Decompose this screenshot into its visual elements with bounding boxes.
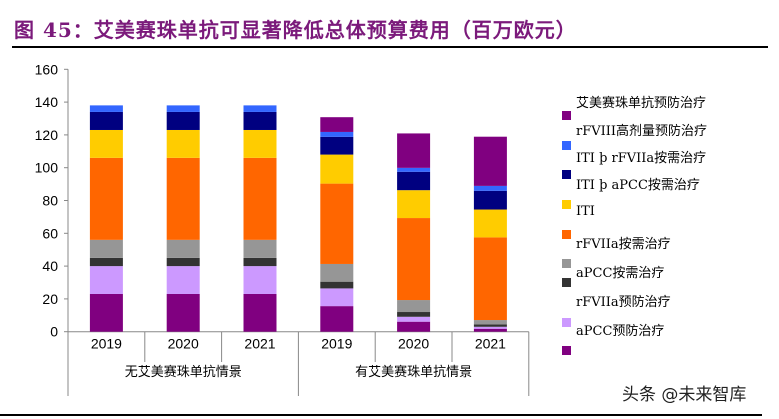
group-label: 无艾美赛珠单抗情景 [125, 364, 242, 380]
bar-segment [243, 293, 277, 332]
legend-label: rFVIIa预防治疗 [576, 295, 671, 310]
bar-segment [89, 257, 123, 267]
bar-segment [243, 239, 277, 258]
legend-label: ITI [576, 204, 595, 219]
x-tick-label: 2020 [398, 336, 429, 352]
bar-segment [320, 183, 354, 264]
legend-swatch [562, 141, 571, 150]
bar-segment [397, 300, 431, 313]
x-tick-label: 2019 [321, 336, 352, 352]
y-tick-label: 100 [35, 160, 59, 176]
y-tick-label: 60 [42, 225, 58, 241]
group-label: 有艾美赛珠单抗情景 [355, 364, 472, 380]
legend-label: aPCC预防治疗 [576, 324, 665, 339]
bar-segment [320, 306, 354, 332]
bar-segment [397, 171, 431, 191]
legend-label: 艾美赛珠单抗预防治疗 [576, 96, 707, 111]
legend-label: rFVIIa按需治疗 [576, 237, 671, 252]
bar-segment [397, 312, 431, 317]
legend-swatch [562, 230, 571, 239]
bar-segment [243, 129, 277, 158]
bar-segment [243, 105, 277, 112]
bar-segment [89, 105, 123, 112]
bar-segment [473, 136, 507, 186]
bottom-divider [0, 414, 762, 416]
bar-segment [166, 111, 200, 130]
y-tick-label: 80 [42, 193, 58, 209]
figure-title: 图 45：艾美赛珠单抗可显著降低总体预算费用（百万欧元） [14, 18, 577, 42]
bar-segment [473, 185, 507, 191]
y-tick-label: 0 [50, 324, 58, 340]
x-tick-label: 2021 [244, 336, 275, 352]
bar-segment [473, 326, 507, 329]
bar-segment [397, 167, 431, 172]
bar-segment [166, 129, 200, 158]
legend-swatch [562, 318, 571, 327]
bar-segment [89, 111, 123, 130]
legend-swatch [562, 259, 571, 268]
bar-segment [473, 324, 507, 327]
x-tick-label: 2021 [475, 336, 506, 352]
legend-label: rFVIII高剂量预防治疗 [576, 124, 708, 139]
bar-segment [166, 105, 200, 112]
bar-segment [473, 320, 507, 325]
bar-segment [473, 190, 507, 210]
bar-segment [473, 237, 507, 321]
bar-segment [320, 288, 354, 307]
bar-segment [243, 157, 277, 240]
y-tick-label: 140 [35, 94, 59, 110]
legend-swatch [562, 170, 571, 179]
legend-swatch [562, 200, 571, 209]
bar-segment [320, 131, 354, 137]
bar-segment [320, 263, 354, 282]
bar-segment [397, 316, 431, 322]
legend-label: ITI þ rFVIIa按需治疗 [576, 151, 707, 166]
bar-segment [320, 154, 354, 184]
title-divider [12, 46, 768, 48]
bar-segment [89, 129, 123, 158]
bar-segment [166, 293, 200, 332]
bar-segment [89, 293, 123, 332]
bar-segment [320, 281, 354, 289]
bar-segment [166, 157, 200, 240]
bar-segment [320, 136, 354, 155]
bar-segment [473, 328, 507, 332]
legend-label: ITI þ aPCC按需治疗 [576, 178, 700, 193]
legend-swatch [562, 346, 571, 355]
bar-segment [243, 111, 277, 130]
bar-segment [166, 266, 200, 294]
bar-segment [166, 257, 200, 267]
x-tick-label: 2019 [91, 336, 122, 352]
bar-segment [397, 133, 431, 168]
bar-segment [397, 218, 431, 301]
bar-segment [89, 157, 123, 240]
y-tick-label: 160 [35, 61, 59, 77]
bar-segment [397, 190, 431, 219]
bar-segment [243, 257, 277, 267]
bar-segment [89, 239, 123, 258]
bar-segment [243, 266, 277, 294]
bar-segment [397, 321, 431, 332]
y-tick-label: 20 [42, 291, 58, 307]
stacked-bar-chart: 0 20 40 60 80 100 120 140 160 2019 2020 2021 2019 202… [35, 61, 530, 396]
y-tick-label: 120 [35, 127, 59, 143]
bar-segment [473, 209, 507, 238]
legend-swatch [562, 278, 571, 287]
x-tick-label: 2020 [168, 336, 199, 352]
bar-segment [89, 266, 123, 294]
bar-segment [320, 117, 354, 132]
bar-segment [166, 239, 200, 258]
watermark: 头条 @未来智库 [622, 385, 747, 405]
legend-swatch [562, 111, 571, 120]
y-tick-label: 40 [42, 258, 58, 274]
legend-label: aPCC按需治疗 [576, 266, 665, 281]
